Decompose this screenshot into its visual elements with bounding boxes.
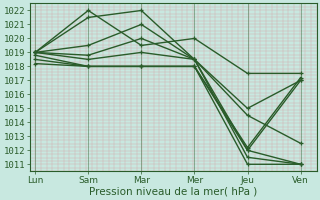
X-axis label: Pression niveau de la mer( hPa ): Pression niveau de la mer( hPa ) [89,187,257,197]
